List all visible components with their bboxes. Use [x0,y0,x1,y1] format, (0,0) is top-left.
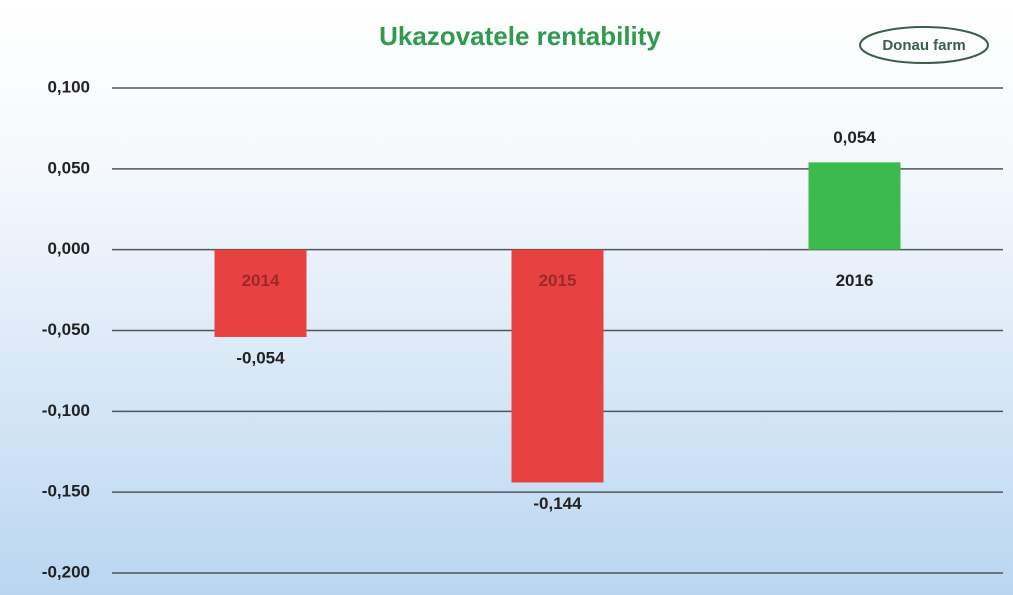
data-label: 0,054 [833,128,876,147]
y-tick-label: 0,000 [47,239,90,258]
bar [214,249,307,337]
x-tick-label: 2015 [539,271,577,290]
logo: Donau farm [882,37,965,54]
data-label: -0,144 [533,494,582,513]
x-tick-label: 2014 [242,271,280,290]
chart-title: Ukazovatele rentability [379,21,661,51]
y-tick-label: -0,100 [42,401,90,420]
y-tick-label: 0,050 [47,158,90,177]
y-tick-label: -0,200 [42,562,90,581]
logo-outline [859,26,989,64]
data-label: -0,054 [236,348,285,367]
bar [511,249,604,483]
y-tick-label: -0,150 [42,482,90,501]
bar [808,162,901,250]
y-tick-label: 0,100 [47,77,90,96]
y-tick-label: -0,050 [42,320,90,339]
x-tick-label: 2016 [836,271,874,290]
